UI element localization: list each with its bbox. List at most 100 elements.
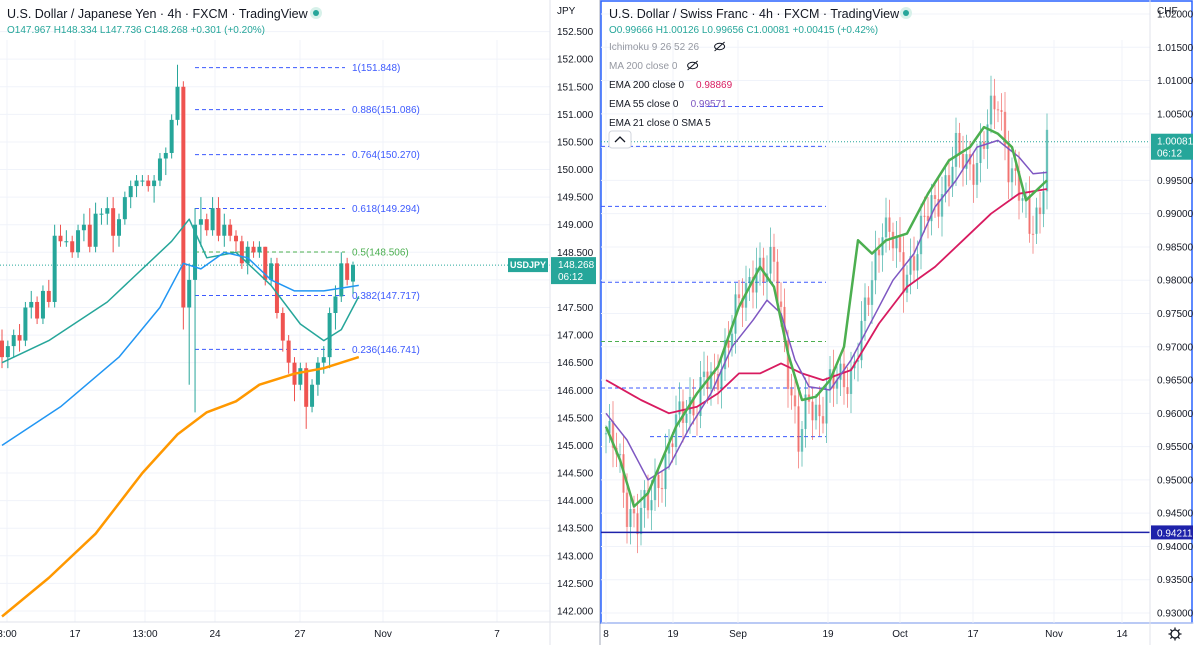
candle-body <box>923 215 926 217</box>
candle-body <box>1014 168 1017 171</box>
candle-body <box>128 186 133 198</box>
candle-body <box>310 384 315 407</box>
left-time-tick-label: 27 <box>294 629 306 640</box>
candle-body <box>979 141 982 163</box>
candle-body <box>52 235 57 302</box>
candle-body <box>17 335 22 341</box>
candle-body <box>99 213 104 215</box>
left-price-tick-label: 144.000 <box>557 496 594 507</box>
candle-body <box>947 175 951 187</box>
fibonacci-retracement[interactable]: 1(151.848) 0.886(151.086) 0.764(150.270) 0.… <box>0 63 550 356</box>
left-price-tick-label: 151.000 <box>557 110 594 121</box>
candle-body <box>204 219 209 231</box>
fib-level-label: 0.382(147.717) <box>352 291 420 302</box>
candle-body <box>905 274 909 293</box>
candle-body <box>298 368 303 385</box>
candle-body <box>70 241 75 253</box>
candle-body <box>849 368 853 394</box>
candle-body <box>965 154 968 169</box>
settings-gear-icon[interactable] <box>1168 627 1182 641</box>
candle-body <box>986 124 989 149</box>
candle-body <box>867 297 870 305</box>
eye-hidden-icon[interactable] <box>714 42 726 51</box>
candle-body <box>814 404 818 421</box>
chevron-up-icon <box>614 136 626 143</box>
indicator-legend[interactable]: Ichimoku 9 26 52 26 MA 200 close 0 EMA 200… <box>609 41 733 129</box>
candle-body <box>671 443 674 448</box>
right-candles <box>604 75 1049 554</box>
candle-body <box>723 340 727 370</box>
candle-body <box>660 487 664 490</box>
candle-body <box>643 490 646 508</box>
candle-body <box>87 224 92 247</box>
usdchf-chart-panel[interactable]: 0.93000 0.93500 0.94000 0.94500 0.95000 0.955… <box>600 0 1194 645</box>
left-time-axis[interactable]: 3:00 17 13:00 24 27 Nov 7 <box>0 629 500 640</box>
right-price-tick-label: 0.97000 <box>1157 342 1194 353</box>
right-price-tick-label: 0.95000 <box>1157 475 1194 486</box>
candle-body <box>842 363 846 388</box>
usdjpy-chart-panel[interactable]: 1(151.848) 0.886(151.086) 0.764(150.270) 0.… <box>0 0 600 645</box>
right-price-tick-label: 0.97500 <box>1157 309 1194 320</box>
left-price-axis[interactable]: 142.000 142.500 143.000 143.500 144.000 144.5… <box>557 27 594 617</box>
left-price-tick-label: 150.500 <box>557 137 594 148</box>
candle-body <box>1003 111 1007 146</box>
left-chart-title: U.S. Dollar / Japanese Yen · 4h · FXCM ·… <box>7 7 309 21</box>
left-price-tick-label: 146.000 <box>557 386 594 397</box>
candle-body <box>685 413 688 423</box>
left-price-tick-label: 149.000 <box>557 220 594 231</box>
indicator-label[interactable]: MA 200 close 0 <box>609 61 678 72</box>
candle-body <box>674 414 678 448</box>
candle-body <box>930 195 933 222</box>
indicator-label[interactable]: EMA 21 close 0 SMA 5 <box>609 118 711 129</box>
candle-body <box>818 404 821 417</box>
collapse-legend-button[interactable] <box>608 130 632 149</box>
candle-body <box>64 241 69 243</box>
right-price-tick-label: 0.98000 <box>1157 276 1194 287</box>
candle-body <box>888 217 891 232</box>
right-price-tick-label: 0.96000 <box>1157 409 1194 420</box>
left-axis-unit[interactable]: JPY <box>557 6 576 17</box>
candle-body <box>263 246 268 280</box>
candle-body <box>304 368 309 407</box>
left-price-tick-label: 147.000 <box>557 331 594 342</box>
indicator-label[interactable]: Ichimoku 9 26 52 26 <box>609 42 699 53</box>
candle-body <box>895 237 898 249</box>
eye-hidden-icon[interactable] <box>687 61 699 70</box>
right-price-tick-label: 0.99000 <box>1157 209 1194 220</box>
right-price-tick-label: 0.93500 <box>1157 575 1194 586</box>
candle-body <box>856 360 860 362</box>
candle-body <box>653 474 657 501</box>
candle-body <box>1000 110 1003 112</box>
candle-body <box>152 180 157 187</box>
moving-average-line <box>1 251 359 447</box>
candle-body <box>0 340 4 358</box>
indicator-value: 0.99571 <box>691 99 728 110</box>
candle-body <box>280 313 285 341</box>
candle-body <box>692 396 695 416</box>
candle-body <box>958 132 961 155</box>
right-price-tick-label: 0.98500 <box>1157 242 1194 253</box>
candle-body <box>737 294 741 299</box>
candle-body <box>758 257 762 268</box>
candle-body <box>40 290 45 319</box>
candle-body <box>716 374 720 390</box>
candle-body <box>1010 168 1014 183</box>
right-time-axis[interactable]: 8 19 Sep 19 Oct 17 Nov 14 <box>603 629 1128 640</box>
candle-body <box>989 95 993 125</box>
candle-body <box>76 230 81 253</box>
right-time-tick-label: 8 <box>603 629 609 640</box>
candle-body <box>1031 233 1035 235</box>
left-time-tick-label: 3:00 <box>0 629 17 640</box>
candle-body <box>157 158 162 181</box>
indicator-label[interactable]: EMA 200 close 0 <box>609 80 684 91</box>
left-price-tick-label: 148.500 <box>557 248 594 259</box>
candle-body <box>891 231 895 249</box>
usdjpy-bar-countdown: 06:12 <box>558 272 583 283</box>
candle-body <box>678 401 681 415</box>
right-axis-unit[interactable]: CHF <box>1157 6 1178 17</box>
left-moving-averages <box>1 218 360 618</box>
candle-body <box>632 509 636 514</box>
candle-body <box>1042 191 1045 215</box>
indicator-label[interactable]: EMA 55 close 0 <box>609 99 679 110</box>
